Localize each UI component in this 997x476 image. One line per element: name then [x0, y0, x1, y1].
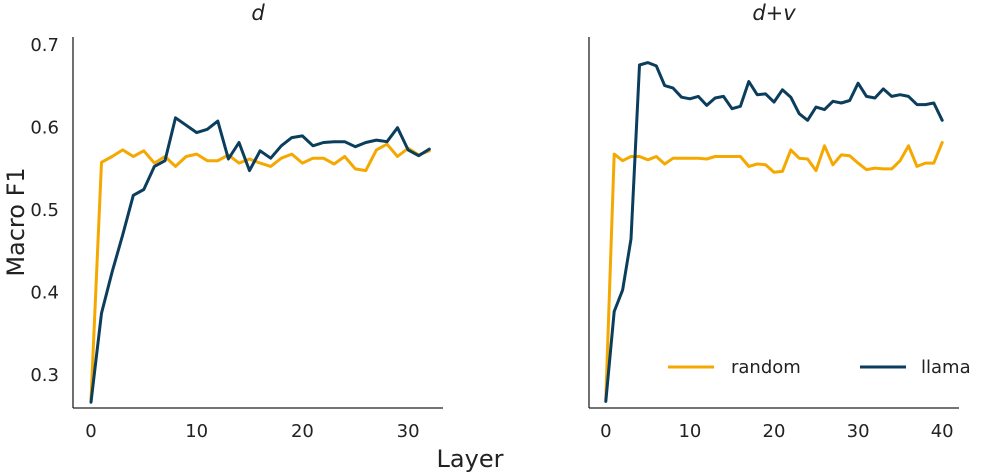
x-tick-label: 10	[678, 421, 701, 442]
y-tick-label: 0.7	[30, 35, 59, 56]
legend-label-random: random	[731, 357, 801, 378]
x-tick-label: 30	[397, 421, 420, 442]
x-tick-label: 0	[85, 421, 96, 442]
legend-label-llama: llama	[921, 357, 971, 378]
series-line-random	[89, 142, 431, 402]
panel-title: d+v	[752, 1, 796, 25]
x-tick-label: 20	[763, 421, 786, 442]
x-tick-label: 10	[185, 421, 208, 442]
x-axis-title: Layer	[437, 445, 504, 473]
x-tick-label: 30	[847, 421, 870, 442]
panel-title: d	[251, 1, 265, 25]
series-line-llama	[604, 61, 944, 403]
series-line-random	[604, 141, 944, 402]
series-line-llama	[89, 116, 431, 404]
legend: random llama	[668, 357, 971, 378]
y-tick-label: 0.5	[30, 200, 59, 221]
x-tick-label: 40	[931, 421, 954, 442]
y-tick-label: 0.4	[30, 283, 59, 304]
right-panel: d+v 0 10 20 30 40	[588, 1, 959, 442]
left-panel: d 0 10 20 30 0.3 0.4 0.5 0.6 0.7	[30, 1, 443, 442]
y-axis-title: Macro F1	[2, 167, 30, 276]
y-tick-label: 0.3	[30, 365, 59, 386]
y-tick-label: 0.6	[30, 118, 59, 139]
x-tick-label: 20	[291, 421, 314, 442]
x-tick-label: 0	[600, 421, 611, 442]
